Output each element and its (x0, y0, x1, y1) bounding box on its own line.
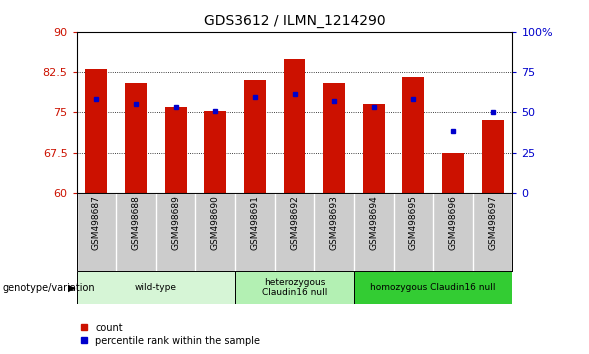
Title: GDS3612 / ILMN_1214290: GDS3612 / ILMN_1214290 (204, 14, 385, 28)
Text: ▶: ▶ (68, 282, 75, 293)
Text: GSM498696: GSM498696 (448, 195, 458, 250)
Text: GSM498695: GSM498695 (409, 195, 418, 250)
Bar (85, 69, 107, 193)
Bar (165, 107, 187, 193)
Bar (402, 78, 424, 193)
Bar (323, 83, 345, 193)
Bar (363, 104, 385, 193)
Text: heterozygous
Claudin16 null: heterozygous Claudin16 null (262, 278, 327, 297)
Legend: count, percentile rank within the sample: count, percentile rank within the sample (81, 323, 260, 346)
Text: GSM498697: GSM498697 (488, 195, 497, 250)
Bar (283, 59, 305, 193)
Bar (125, 83, 147, 193)
Text: GSM498694: GSM498694 (369, 195, 378, 250)
Text: GSM498687: GSM498687 (92, 195, 101, 250)
Bar (77, 271, 235, 304)
Text: homozygous Claudin16 null: homozygous Claudin16 null (370, 283, 496, 292)
Text: wild-type: wild-type (135, 283, 177, 292)
Text: GSM498690: GSM498690 (211, 195, 220, 250)
Bar (482, 120, 504, 193)
Text: GSM498692: GSM498692 (290, 195, 299, 250)
Text: GSM498691: GSM498691 (250, 195, 259, 250)
Bar (442, 153, 464, 193)
Text: GSM498693: GSM498693 (330, 195, 339, 250)
Bar (204, 111, 226, 193)
Bar (244, 80, 266, 193)
Bar (354, 271, 512, 304)
Text: GSM498688: GSM498688 (131, 195, 141, 250)
Text: genotype/variation: genotype/variation (3, 282, 95, 293)
Text: GSM498689: GSM498689 (171, 195, 180, 250)
Bar (235, 271, 354, 304)
